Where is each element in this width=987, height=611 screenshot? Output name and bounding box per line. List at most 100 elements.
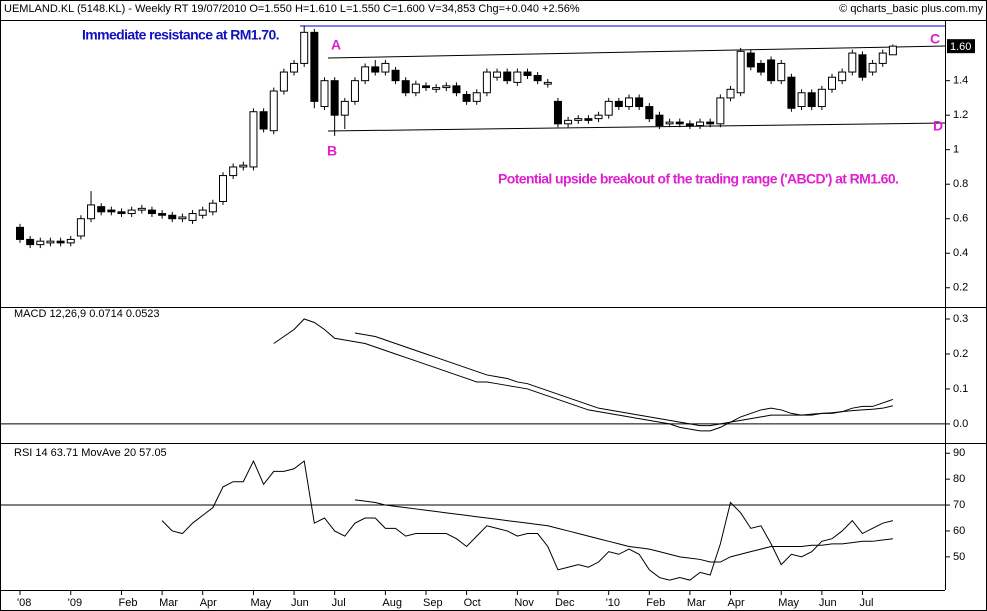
y-tick-label: 50: [953, 551, 965, 563]
candle-body: [472, 92, 481, 102]
candle-body: [371, 66, 380, 73]
candle-body: [828, 76, 836, 90]
candle-body: [533, 74, 542, 82]
candle-body: [482, 71, 491, 94]
candle-body: [401, 80, 410, 94]
candle-body: [868, 62, 877, 73]
candle-body: [767, 59, 776, 82]
x-tick-label: May: [250, 597, 271, 609]
candle-body: [198, 209, 207, 216]
annotation: C: [930, 31, 940, 47]
candle-body: [290, 62, 299, 73]
x-tick-label: Nov: [514, 597, 534, 609]
y-tick-label: 0.4: [953, 247, 968, 259]
candle-body: [503, 71, 512, 82]
candle-body: [523, 71, 532, 76]
x-tick-label: Dec: [555, 597, 575, 609]
annotation: B: [327, 143, 337, 159]
candle-body: [26, 238, 35, 246]
candle-body: [361, 66, 370, 82]
candle-body: [66, 238, 75, 244]
y-tick-label: 70: [953, 499, 965, 511]
y-tick-label: 0.6: [953, 213, 968, 225]
candle-body: [625, 97, 633, 108]
candle-body: [239, 164, 248, 168]
y-tick-label: 90: [953, 447, 965, 459]
candle-body: [432, 87, 441, 90]
candle-body: [411, 83, 420, 94]
x-tick-label: Jun: [291, 597, 309, 609]
candle-body: [706, 121, 715, 125]
range-top-line: [327, 45, 946, 59]
candle-body: [442, 85, 451, 89]
candle-body: [807, 92, 816, 108]
candle-body: [838, 71, 847, 82]
x-tick-label: Sep: [423, 597, 443, 609]
candle-body: [685, 123, 694, 127]
candle-body: [158, 213, 167, 216]
y-tick-label: 0.1: [953, 383, 968, 395]
candle-body: [513, 71, 522, 83]
candle-body: [249, 111, 258, 168]
candle-body: [736, 50, 745, 94]
candle-body: [858, 54, 867, 78]
candle-body: [564, 119, 573, 125]
candle-body: [127, 209, 136, 215]
series-line: [161, 459, 894, 581]
candle-body: [279, 71, 288, 92]
candle-body: [137, 207, 146, 211]
y-tick-label: 1.4: [953, 75, 968, 87]
candle-body: [635, 97, 644, 108]
candle-body: [584, 118, 593, 121]
candle-body: [188, 213, 197, 221]
candle-body: [716, 97, 725, 125]
candle-body: [300, 31, 309, 64]
y-tick-label: 1: [953, 144, 959, 156]
candle-body: [452, 85, 461, 94]
candle-body: [219, 175, 227, 202]
x-tick-label: Feb: [646, 597, 665, 609]
candle-body: [655, 114, 664, 127]
candle-body: [259, 111, 268, 130]
last-price-box: [947, 39, 975, 54]
candle-body: [756, 62, 765, 73]
candle-body: [746, 52, 755, 68]
candle-body: [350, 80, 359, 102]
candle-body: [340, 100, 349, 116]
y-tick-label: 0.2: [953, 348, 968, 360]
candle-body: [46, 240, 55, 244]
candle-body: [76, 218, 85, 237]
candle-body: [87, 204, 96, 220]
annotation: A: [331, 37, 341, 53]
x-tick-label: Jun: [819, 597, 837, 609]
last-price-label: 1.60: [950, 41, 971, 53]
x-tick-label: May: [778, 597, 799, 609]
annotation: D: [933, 118, 943, 134]
candle-body: [787, 76, 796, 109]
x-tick-label: Mar: [687, 597, 706, 609]
candle-body: [269, 90, 278, 132]
candle-body: [36, 240, 45, 246]
candle-body: [391, 69, 400, 82]
candle-body: [665, 121, 674, 125]
candle-body: [797, 92, 806, 108]
candle-body: [147, 209, 156, 215]
panel-title: MACD 12,26,9 0.0714 0.0523: [14, 308, 160, 320]
range-bottom-line: [327, 122, 946, 132]
candle-body: [422, 85, 430, 89]
candle-body: [208, 202, 217, 213]
x-tick-label: Mar: [159, 597, 178, 609]
candle-body: [16, 226, 24, 240]
candle-body: [330, 80, 339, 116]
candle-body: [168, 214, 177, 220]
candle-body: [604, 100, 613, 116]
candle-body: [107, 209, 116, 213]
candle-body: [381, 62, 390, 73]
candle-body: [320, 80, 329, 108]
source: © qcharts_basic plus.com.my: [839, 3, 983, 15]
candle-body: [848, 52, 857, 73]
series-line: [354, 499, 893, 563]
y-tick-label: 80: [953, 473, 965, 485]
candle-body: [888, 45, 897, 56]
